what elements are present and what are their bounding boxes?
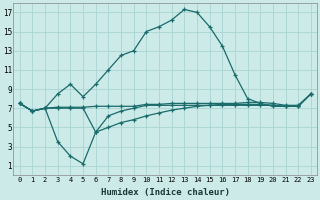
X-axis label: Humidex (Indice chaleur): Humidex (Indice chaleur) <box>101 188 230 197</box>
